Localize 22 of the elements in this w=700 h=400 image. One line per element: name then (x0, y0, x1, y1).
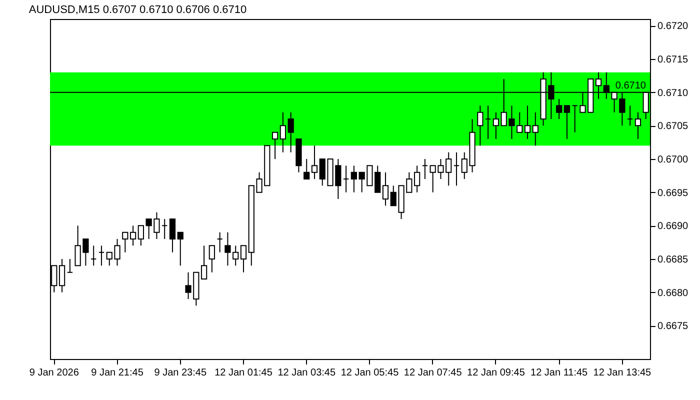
y-tick-label: 0.6720 (658, 21, 689, 32)
x-tick-label: 12 Jan 07:45 (404, 368, 462, 378)
y-tick-label: 0.6715 (658, 54, 689, 66)
x-tick-label: 12 Jan 13:45 (593, 368, 652, 378)
x-tick-label: 9 Jan 23:45 (154, 368, 207, 378)
y-tick-label: 0.6710 (658, 88, 689, 99)
y-tick-label: 0.6680 (658, 288, 689, 299)
x-tick-label: 9 Jan 21:45 (91, 368, 144, 378)
x-tick-label: 12 Jan 05:45 (340, 368, 400, 378)
y-tick-label: 0.6690 (658, 221, 689, 232)
y-tick-label: 0.6695 (658, 188, 689, 199)
y-tick-label: 0.6685 (658, 254, 689, 266)
x-tick-label: 12 Jan 03:45 (278, 368, 336, 378)
y-tick-label: 0.6675 (658, 321, 689, 332)
y-tick-label: 0.6700 (658, 154, 689, 166)
x-tick-label: 12 Jan 01:45 (214, 368, 273, 378)
y-tick-label: 0.6705 (658, 121, 689, 132)
x-tick-label: 9 Jan 2026 (29, 368, 80, 378)
chart-title: AUDUSD,M15 0.6707 0.6710 0.6706 0.6710 (28, 4, 247, 16)
x-tick-label: 12 Jan 11:45 (530, 368, 588, 378)
x-tick-label: 12 Jan 09:45 (467, 368, 526, 378)
ref-line-label: 0.6710 (615, 80, 646, 92)
